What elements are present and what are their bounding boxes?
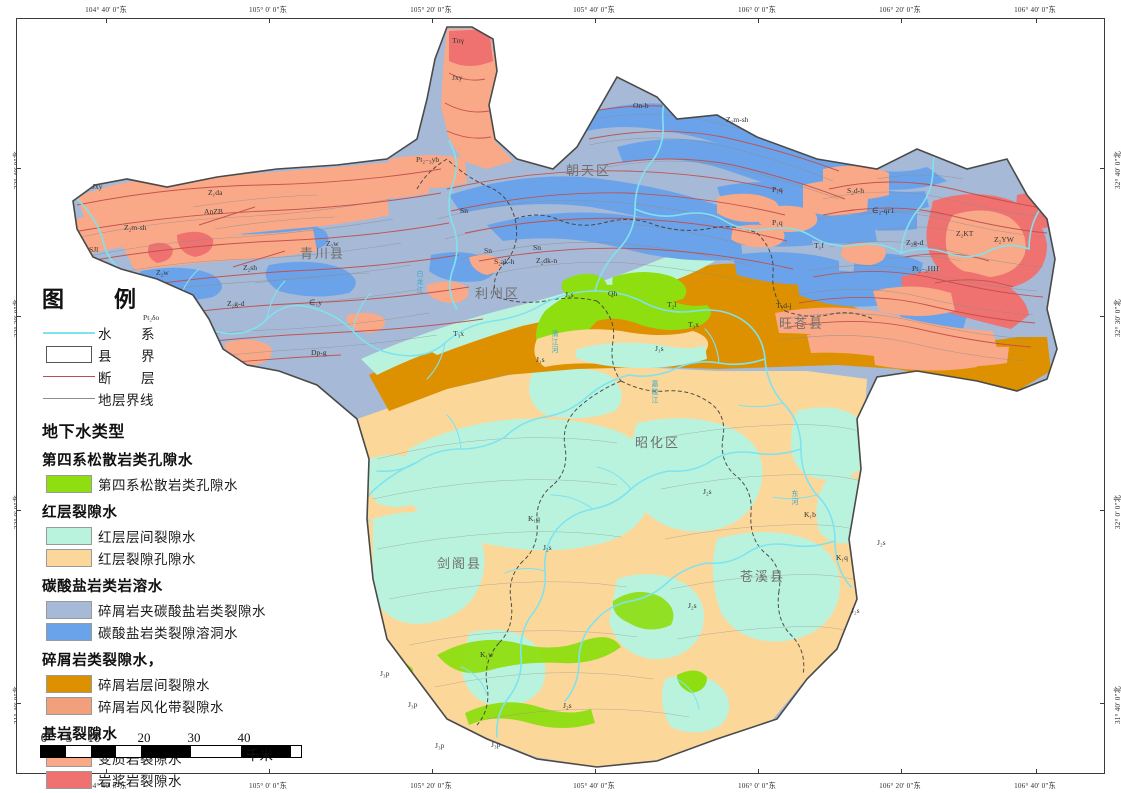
lon-label-bottom-3: 105° 20' 0"东 [410,782,452,790]
legend-label-clastic-with-carbonate: 碎屑岩夹碳酸盐岩类裂隙水 [98,603,266,619]
legend-panel: 图 例 水 系 县 界 断 层 地层界线 地下水类型 第四系松散岩类孔隙水 第四… [40,282,290,791]
legend-item-redbed-fissure-pore: 红层裂隙孔隙水 [40,547,290,568]
lon-label-top-2: 105° 0' 0"东 [248,6,288,14]
legend-label-strata: 地层界线 [98,392,154,408]
lon-label-bottom-2: 105° 0' 0"东 [248,782,288,790]
map-canvas [17,19,1103,772]
scale-tick-2: 10 [87,730,101,745]
legend-item-clastic-interlayer: 碎屑岩层间裂隙水 [40,673,290,694]
lon-label-top-3: 105° 20' 0"东 [410,6,452,14]
strata-line-swatch [40,398,98,399]
lon-label-bottom-1: 104° 40' 0"东 [85,782,127,790]
legend-label-county: 县 界 [98,348,163,364]
legend-label-river: 水 系 [98,326,163,342]
scale-bar-ticks: 0 5 10 20 30 40 [40,730,302,745]
fault-line-swatch [40,376,98,377]
county-box-swatch [40,346,98,363]
legend-title: 图 例 [42,287,151,312]
legend-label-redbed-fissure-pore: 红层裂隙孔隙水 [98,551,196,567]
scale-tick-4: 30 [187,730,201,745]
scale-bar-graphic [40,745,302,758]
legend-label-magmatic: 岩浆岩裂隙水 [98,773,182,789]
swatch-carbonate-karst [40,622,98,641]
legend-item-fault: 断 层 [40,366,290,387]
scale-tick-0: 0 [40,730,48,745]
legend-label-quaternary-pore: 第四系松散岩类孔隙水 [98,477,238,493]
legend-groundwater-header: 地下水类型 [42,424,126,441]
legend-item-carbonate-karst: 碳酸盐岩类裂隙溶洞水 [40,621,290,642]
lon-label-top-6: 106° 20' 0"东 [879,6,921,14]
lon-label-top-5: 106° 0' 0"东 [737,6,777,14]
legend-group-header-2: 碳酸盐岩类岩溶水 [42,579,163,595]
lon-label-bottom-5: 106° 0' 0"东 [737,782,777,790]
lon-label-bottom-6: 106° 20' 0"东 [879,782,921,790]
swatch-redbed-fissure-pore [40,548,98,567]
legend-label-redbed-interlayer: 红层层间裂隙水 [98,529,196,545]
lon-label-top-4: 105° 40' 0"东 [573,6,615,14]
scale-bar: 0 5 10 20 30 40 千米 [40,730,302,763]
swatch-clastic-interlayer [40,674,98,693]
lon-label-top-1: 104° 40' 0"东 [85,6,127,14]
legend-item-clastic-with-carbonate: 碎屑岩夹碳酸盐岩类裂隙水 [40,599,290,620]
legend-label-clastic-interlayer: 碎屑岩层间裂隙水 [98,677,210,693]
legend-item-river: 水 系 [40,322,290,343]
river-line-swatch [40,331,98,334]
legend-group-header-3: 碎屑岩类裂隙水， [42,653,163,669]
legend-group-header-1: 红层裂隙水 [42,505,118,521]
lon-label-bottom-4: 105° 40' 0"东 [573,782,615,790]
swatch-quaternary-pore [40,474,98,493]
lat-label-right-3: 32° 0' 0"北 [1114,494,1121,530]
swatch-clastic-weathered [40,696,98,715]
legend-item-clastic-weathered: 碎屑岩风化带裂隙水 [40,695,290,716]
swatch-redbed-interlayer [40,526,98,545]
legend-item-magmatic: 岩浆岩裂隙水 [40,769,290,790]
lon-label-top-7: 106° 40' 0"东 [1014,6,1056,14]
swatch-magmatic [40,770,98,789]
lon-label-bottom-7: 106° 40' 0"东 [1014,782,1056,790]
legend-item-strata-boundary: 地层界线 [40,388,290,409]
lat-label-right-4: 31° 40' 0"北 [1114,685,1121,725]
legend-item-redbed-interlayer: 红层层间裂隙水 [40,525,290,546]
scale-tick-1: 5 [65,730,73,745]
lat-label-right-1: 32° 40' 0"北 [1114,150,1121,190]
legend-item-quaternary-pore: 第四系松散岩类孔隙水 [40,473,290,494]
legend-label-carbonate-karst: 碳酸盐岩类裂隙溶洞水 [98,625,238,641]
swatch-clastic-with-carbonate [40,600,98,619]
scale-tick-5: 40 [237,730,251,745]
legend-group-header-0: 第四系松散岩类孔隙水 [42,453,193,469]
scale-bar-unit: 千米 [246,748,273,763]
scale-tick-3: 20 [137,730,151,745]
lat-label-right-2: 32° 30' 0"北 [1114,298,1121,338]
legend-label-clastic-weathered: 碎屑岩风化带裂隙水 [98,699,224,715]
legend-group-header-4: 基岩裂隙水 [42,727,118,743]
legend-label-fault: 断 层 [98,370,163,386]
legend-item-county-boundary: 县 界 [40,344,290,365]
